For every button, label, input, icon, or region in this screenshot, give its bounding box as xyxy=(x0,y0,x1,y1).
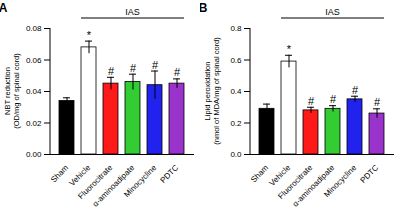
svg-text:0.08: 0.08 xyxy=(26,24,42,33)
svg-text:Lipid peroxidation: Lipid peroxidation xyxy=(203,62,212,121)
svg-text:*: * xyxy=(87,29,92,41)
svg-text:0.2: 0.2 xyxy=(230,119,242,128)
svg-text:IAS: IAS xyxy=(125,7,140,17)
svg-text:#: # xyxy=(130,62,137,74)
svg-text:A: A xyxy=(0,1,8,15)
svg-text:Vehicle: Vehicle xyxy=(67,163,93,188)
svg-text:B: B xyxy=(200,1,208,15)
svg-text:PDTC: PDTC xyxy=(158,163,180,185)
svg-text:#: # xyxy=(374,96,381,108)
svg-text:Vehicle: Vehicle xyxy=(267,163,293,188)
svg-text:(OD/mg of spinal cord): (OD/mg of spinal cord) xyxy=(12,53,21,129)
svg-text:0.06: 0.06 xyxy=(26,56,42,65)
svg-text:NBT reduction: NBT reduction xyxy=(3,67,12,115)
svg-text:#: # xyxy=(308,95,315,107)
svg-text:α-aminoadipate: α-aminoadipate xyxy=(290,163,337,209)
svg-text:*: * xyxy=(287,43,292,55)
svg-text:0.02: 0.02 xyxy=(26,119,42,128)
svg-text:#: # xyxy=(108,65,115,77)
svg-text:PDTC: PDTC xyxy=(358,163,380,185)
svg-text:0.00: 0.00 xyxy=(26,150,42,159)
svg-text:#: # xyxy=(352,84,359,96)
svg-text:Minocycline: Minocycline xyxy=(122,163,158,199)
svg-text:Fluorocitrate: Fluorocitrate xyxy=(276,163,315,201)
svg-text:#: # xyxy=(174,66,181,78)
svg-text:0.0: 0.0 xyxy=(230,150,242,159)
svg-text:0.6: 0.6 xyxy=(230,56,242,65)
svg-text:Fluorocitrate: Fluorocitrate xyxy=(76,163,115,201)
svg-text:Sham: Sham xyxy=(249,163,271,185)
svg-text:Minocycline: Minocycline xyxy=(322,163,358,199)
svg-text:#: # xyxy=(152,59,159,71)
svg-text:Sham: Sham xyxy=(49,163,71,185)
svg-text:IAS: IAS xyxy=(325,7,340,17)
svg-text:(nmol of MDA/mg of spinal cord: (nmol of MDA/mg of spinal cord) xyxy=(212,37,221,145)
svg-text:α-aminoadipate: α-aminoadipate xyxy=(90,163,137,209)
svg-text:0.4: 0.4 xyxy=(230,87,242,96)
svg-text:0.8: 0.8 xyxy=(230,24,242,33)
svg-text:#: # xyxy=(330,93,337,105)
svg-text:0.04: 0.04 xyxy=(26,87,42,96)
